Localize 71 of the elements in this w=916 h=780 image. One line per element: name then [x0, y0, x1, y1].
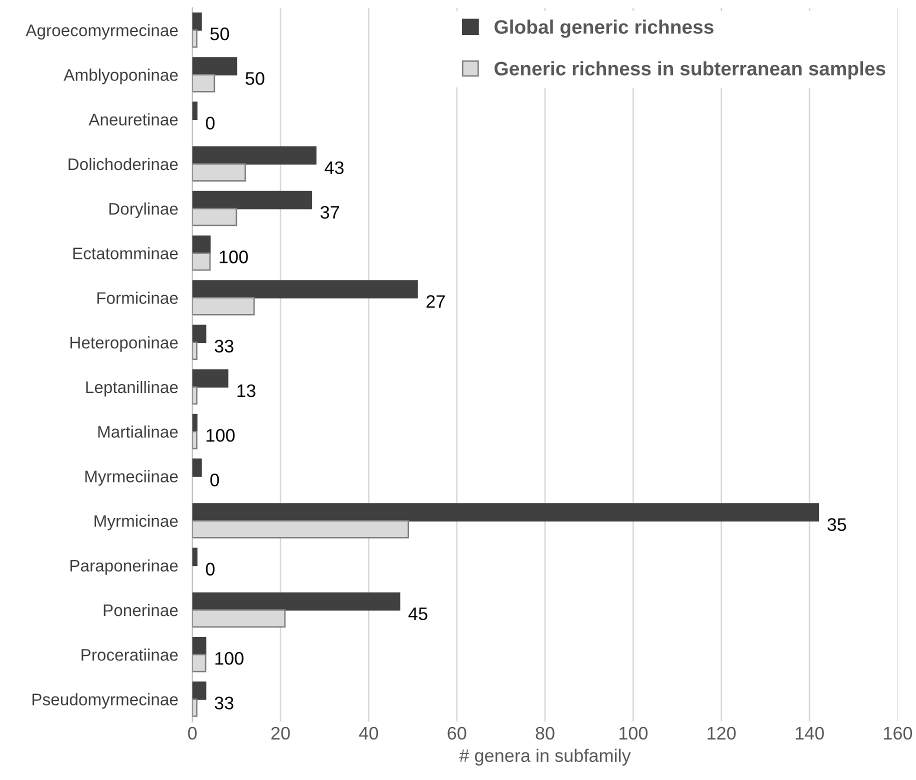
y-tick-label: Heteroponinae — [70, 336, 178, 352]
x-tick-label: 0 — [188, 726, 197, 740]
x-tick-label: 80 — [536, 726, 554, 740]
annotation: 13 — [237, 384, 256, 398]
bar — [192, 636, 206, 656]
annotation: 100 — [220, 250, 248, 264]
bar — [192, 682, 206, 700]
y-tick-label: Dolichoderinae — [68, 158, 178, 170]
bar — [192, 102, 198, 120]
bar — [192, 252, 211, 271]
y-tick-label: Proceratiinae — [82, 648, 178, 661]
bar — [192, 163, 246, 182]
y-tick-label: Ponerinae — [104, 604, 178, 616]
x-tick-label: 20 — [271, 726, 290, 740]
x-tick-label: 60 — [448, 726, 466, 740]
x-axis-title: # genera in subfamily — [459, 748, 631, 766]
y-tick-label: Pseudomyrmecinae — [32, 693, 178, 709]
x-tick-label: 40 — [359, 726, 378, 740]
y-tick-label: Myrmeciinae — [85, 470, 178, 486]
bar — [192, 29, 198, 48]
bar — [192, 369, 228, 388]
y-tick-label: Amblyoponinae — [64, 68, 178, 84]
x-tick-label: 120 — [708, 726, 736, 740]
y-tick-label: Aneuretinae — [88, 113, 178, 126]
bar — [192, 548, 198, 566]
annotation: 35 — [827, 518, 846, 531]
x-tick-label: 140 — [796, 726, 824, 740]
bar — [192, 654, 206, 672]
y-tick-label: Formicinae — [97, 292, 178, 304]
annotation: 45 — [408, 608, 428, 620]
annotation: 33 — [214, 340, 234, 353]
bar — [192, 146, 316, 165]
annotation: 0 — [206, 116, 215, 130]
bar — [192, 190, 312, 210]
annotation: 33 — [214, 696, 234, 710]
bar — [192, 698, 198, 717]
y-tick-label: Myrmicinae — [94, 514, 178, 530]
bar — [192, 414, 198, 432]
bar — [192, 324, 206, 344]
bar — [192, 280, 418, 298]
bar — [192, 297, 255, 316]
bar — [192, 208, 238, 226]
bar — [192, 592, 400, 611]
x-tick-label: 160 — [884, 726, 912, 740]
bar — [192, 12, 202, 31]
legend-label: Generic richness in subterranean samples — [494, 61, 886, 80]
bar — [192, 430, 198, 450]
legend-label: Global generic richness — [494, 20, 714, 38]
bar — [192, 503, 820, 522]
annotation: 0 — [210, 474, 219, 486]
annotation: 50 — [246, 72, 264, 85]
bar — [192, 74, 216, 92]
y-tick-label: Martialinae — [98, 426, 178, 438]
y-tick-label: Paraponerinae — [70, 559, 178, 575]
annotation: 100 — [206, 428, 235, 442]
y-tick-label: Leptanillinae — [86, 380, 178, 396]
y-tick-label: Ectatomminae — [73, 247, 178, 260]
annotation: 37 — [320, 206, 340, 219]
y-tick-label: Agroecomyrmecinae — [26, 24, 178, 40]
x-tick-label: 100 — [620, 726, 648, 740]
annotation: 0 — [206, 562, 215, 576]
annotation: 100 — [215, 652, 244, 665]
bar — [192, 342, 198, 360]
annotation: 43 — [324, 161, 344, 174]
annotation: 50 — [210, 28, 230, 40]
bar — [192, 458, 202, 477]
y-tick-label: Dorylinae — [109, 202, 178, 218]
bar — [192, 386, 198, 405]
annotation: 27 — [426, 295, 445, 308]
bar — [192, 235, 211, 254]
bar — [192, 57, 238, 76]
